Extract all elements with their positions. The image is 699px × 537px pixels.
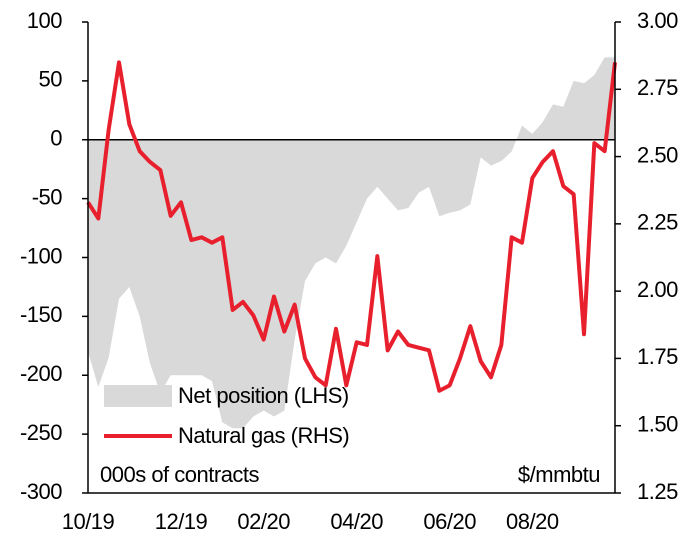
x-tick-label: 10/19: [62, 509, 115, 534]
y-tick-label: 0: [50, 126, 62, 151]
annotation: $/mmbtu: [518, 462, 600, 487]
x-tick-label: 06/20: [423, 509, 476, 534]
y-tick-label: 50: [39, 67, 63, 92]
y-tick-label: -200: [20, 361, 62, 386]
legend-label: Net position (LHS): [178, 383, 349, 408]
y-tick-label: -150: [20, 302, 62, 327]
area: [88, 57, 615, 429]
y-tick-label: -100: [20, 243, 62, 268]
y-tick-label: -50: [32, 184, 63, 209]
legend-label: Natural gas (RHS): [178, 423, 349, 448]
y2-tick-label: 1.50: [637, 412, 678, 437]
x-tick-label: 04/20: [330, 509, 383, 534]
y2-tick-label: 2.25: [637, 210, 678, 235]
y-tick-label: 100: [27, 8, 62, 33]
y2-tick-label: 1.75: [637, 344, 678, 369]
y2-tick-label: 2.00: [637, 277, 678, 302]
y2-tick-label: 3.00: [637, 8, 678, 33]
x-tick-label: 02/20: [237, 509, 290, 534]
y2-tick-label: 2.75: [637, 75, 678, 100]
x-tick-label: 12/19: [155, 509, 208, 534]
y2-tick-label: 1.25: [637, 479, 678, 504]
y-tick-label: -300: [20, 479, 62, 504]
annotation: 000s of contracts: [100, 462, 260, 487]
y2-tick-label: 2.50: [637, 142, 678, 167]
legend-swatch: [104, 385, 172, 407]
x-tick-label: 08/20: [506, 509, 559, 534]
y-tick-label: -250: [20, 420, 62, 445]
line: [86, 60, 617, 393]
